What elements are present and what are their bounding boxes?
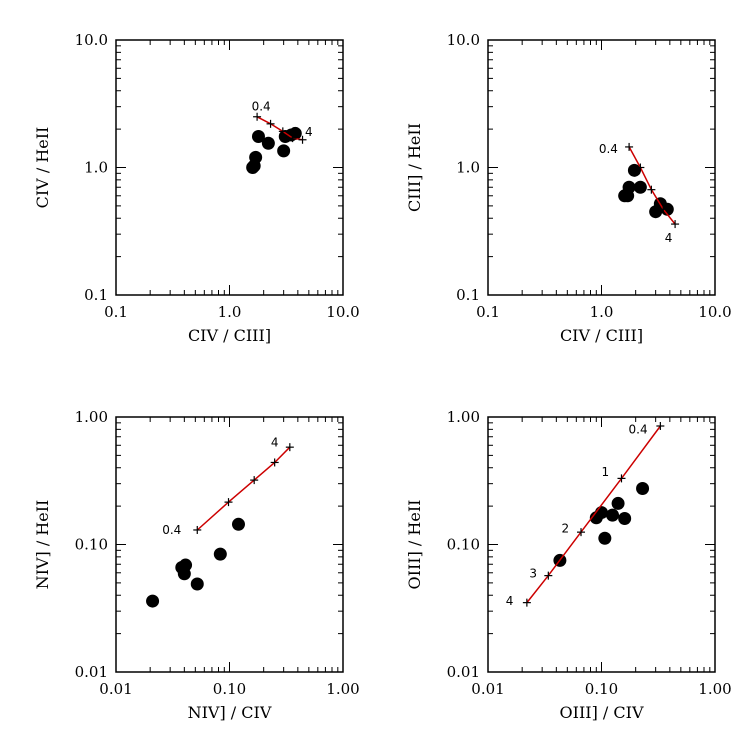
data-point	[660, 202, 674, 216]
x-tick-label: 1.00	[326, 680, 359, 698]
y-axis-title: NIV] / HeII	[33, 500, 52, 590]
model-label: 0.4	[162, 523, 181, 537]
x-axis-title: CIV / CIII]	[188, 326, 271, 345]
y-tick-label: 0.1	[456, 286, 480, 304]
data-point	[146, 594, 160, 608]
model-marker	[671, 220, 680, 229]
y-tick-label: 0.10	[447, 536, 480, 554]
chart-panel-1: 0.1 1.0 10.0 0.1 1.0 10.0 CIV / CIII] CIV / HeI…	[33, 31, 360, 345]
chart-panel-4: 0.01 0.10 1.00 0.01 0.10 1.00 OIII] / CIV OIII]…	[405, 408, 732, 722]
data-point	[622, 180, 636, 194]
x-tick-label: 1.00	[698, 680, 731, 698]
model-marker	[270, 458, 279, 467]
data-point	[179, 558, 193, 572]
model-marker	[278, 127, 287, 136]
model-label: 1	[601, 465, 609, 479]
model-marker	[250, 476, 259, 485]
model-label: 2	[562, 521, 570, 535]
model-marker	[285, 443, 294, 452]
model-marker	[266, 119, 275, 128]
model-label: 0.4	[629, 422, 648, 436]
x-tick-label: 1.0	[218, 303, 242, 321]
data-point	[231, 517, 245, 531]
x-axis-title: OIII] / CIV	[560, 703, 644, 722]
y-axis-title: CIII] / HeII	[405, 123, 424, 212]
y-tick-label: 1.0	[456, 159, 480, 177]
model-marker	[659, 205, 668, 214]
chart-panel-2: 0.1 1.0 10.0 0.1 1.0 10.0 CIV / CIII] CIII] / H…	[405, 31, 732, 345]
model-label: 4	[271, 436, 279, 450]
model-marker	[656, 421, 665, 430]
y-tick-label: 10.0	[75, 31, 108, 49]
plot-frame	[487, 39, 716, 296]
model-marker	[544, 571, 553, 580]
chart-panel-3: 0.01 0.10 1.00 0.01 0.10 1.00 NIV] / CIV NIV] /…	[33, 408, 360, 722]
model-marker	[193, 525, 202, 534]
x-axis-title: CIV / CIII]	[560, 326, 643, 345]
model-label: 4	[506, 594, 514, 608]
data-point	[633, 180, 647, 194]
model-label: 4	[305, 125, 313, 139]
data-point	[213, 547, 227, 561]
x-tick-label: 10.0	[326, 303, 359, 321]
y-tick-label: 1.00	[447, 408, 480, 426]
x-tick-label: 10.0	[698, 303, 731, 321]
model-label: 4	[665, 231, 673, 245]
x-tick-label: 1.0	[590, 303, 614, 321]
x-tick-label: 0.01	[471, 680, 504, 698]
x-tick-label: 0.01	[99, 680, 132, 698]
y-tick-label: 0.01	[447, 663, 480, 681]
model-marker	[625, 142, 634, 151]
data-point	[611, 496, 625, 510]
x-axis-title: NIV] / CIV	[188, 703, 272, 722]
data-point	[595, 506, 608, 520]
x-tick-label: 0.1	[476, 303, 500, 321]
y-tick-label: 0.1	[84, 286, 108, 304]
y-axis-title: OIII] / HeII	[405, 500, 424, 590]
model-label: 3	[529, 567, 537, 581]
model-marker	[522, 598, 531, 607]
y-tick-label: 0.10	[75, 536, 108, 554]
model-marker	[298, 135, 307, 144]
y-axis-title: CIV / HeII	[33, 127, 52, 209]
data-point	[190, 577, 204, 591]
model-label: 0.4	[252, 100, 271, 114]
model-marker	[253, 112, 262, 121]
model-marker	[617, 474, 626, 483]
model-marker	[647, 185, 656, 194]
plot-frame	[115, 416, 344, 673]
data-point	[249, 150, 263, 164]
data-point	[251, 130, 265, 144]
data-point	[598, 531, 612, 545]
data-point	[605, 508, 619, 522]
model-marker	[636, 163, 645, 172]
y-tick-label: 0.01	[75, 663, 108, 681]
data-point	[277, 144, 291, 158]
y-tick-label: 1.0	[84, 159, 108, 177]
data-point	[261, 136, 275, 150]
y-tick-label: 10.0	[447, 31, 480, 49]
model-marker	[288, 134, 297, 143]
model-line	[196, 446, 291, 531]
model-label: 0.4	[599, 142, 618, 156]
x-tick-label: 0.1	[104, 303, 128, 321]
x-tick-label: 0.10	[213, 680, 246, 698]
x-tick-label: 0.10	[585, 680, 618, 698]
y-tick-label: 1.00	[75, 408, 108, 426]
plot-frame	[487, 416, 716, 673]
plot-frame	[115, 39, 344, 296]
data-point	[636, 481, 650, 495]
model-marker	[577, 528, 586, 537]
model-marker	[224, 498, 233, 507]
data-point	[618, 511, 632, 525]
